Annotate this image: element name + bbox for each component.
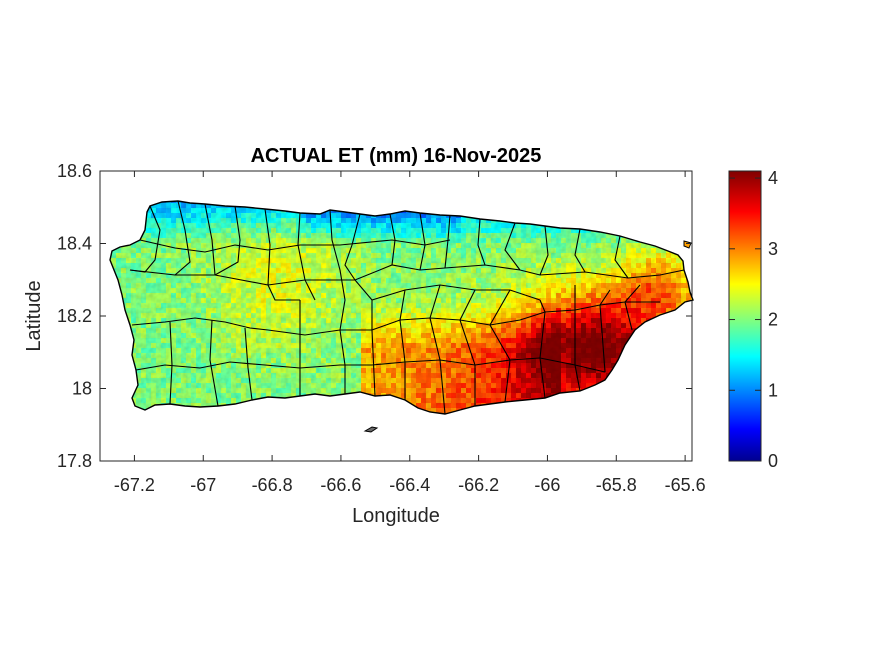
coastline: [109, 200, 694, 415]
x-tick-label: -66.2: [458, 475, 499, 495]
municipal-border: [599, 289, 611, 373]
municipal-border: [139, 239, 451, 253]
municipal-border: [267, 284, 300, 301]
x-tick-label: -66.4: [389, 475, 430, 495]
municipal-border: [459, 289, 476, 406]
municipal-border: [477, 218, 486, 266]
y-tick-label: 18.6: [57, 161, 92, 181]
municipal-border: [209, 319, 219, 407]
municipal-border: [504, 222, 521, 271]
municipal-border: [204, 203, 216, 276]
municipal-border: [174, 200, 191, 276]
municipal-border: [354, 279, 541, 301]
municipal-border: [169, 321, 173, 405]
x-tick-label: -67.2: [114, 475, 155, 495]
municipal-border: [614, 235, 629, 279]
municipal-border: [264, 208, 271, 286]
municipal-border: [429, 284, 446, 415]
municipal-border: [339, 269, 346, 394]
municipal-border: [489, 289, 511, 403]
municipal-border: [329, 209, 341, 271]
x-tick-label: -66.6: [320, 475, 361, 495]
y-tick-label: 17.8: [57, 451, 92, 471]
colorbar-ticks: 0 1 2 3 4: [729, 168, 778, 471]
x-tick-label: -66.8: [252, 475, 293, 495]
x-tick-label: -65.6: [665, 475, 706, 495]
municipal-border: [135, 357, 606, 373]
municipal-border: [297, 212, 316, 301]
municipal-border: [214, 205, 241, 276]
y-axis: 17.8 18 18.2 18.4 18.6: [57, 161, 692, 471]
municipal-border: [574, 228, 586, 273]
colorbar-tick-label: 1: [768, 380, 778, 400]
colorbar-tick-label: 4: [768, 168, 778, 188]
y-tick-label: 18.2: [57, 306, 92, 326]
x-tick-label: -66: [534, 475, 560, 495]
municipal-border: [371, 300, 376, 397]
y-axis-label: Latitude: [23, 280, 45, 351]
small-islands: [363, 240, 692, 433]
x-tick-label: -67: [190, 475, 216, 495]
municipal-border: [399, 289, 406, 400]
municipal-border: [539, 299, 546, 399]
colorbar-tick-label: 0: [768, 451, 778, 471]
colorbar-tick-label: 3: [768, 239, 778, 259]
municipal-border: [624, 284, 641, 331]
colorbar-tick-label: 2: [768, 310, 778, 330]
y-tick-label: 18.4: [57, 234, 92, 254]
municipal-borders: [129, 200, 685, 415]
municipal-border: [244, 327, 253, 401]
x-axis-label: Longitude: [352, 505, 440, 527]
y-tick-label: 18: [72, 379, 92, 399]
municipal-border: [539, 225, 549, 276]
municipal-border: [344, 213, 361, 281]
x-tick-label: -65.8: [596, 475, 637, 495]
municipal-border: [574, 285, 581, 392]
x-axis: -67.2 -67 -66.8 -66.6 -66.4 -66.2 -66 -65.8 -65.…: [114, 171, 706, 495]
chart-title: ACTUAL ET (mm) 16-Nov-2025: [251, 145, 542, 167]
colorbar: [728, 170, 762, 462]
municipal-border: [129, 264, 685, 286]
